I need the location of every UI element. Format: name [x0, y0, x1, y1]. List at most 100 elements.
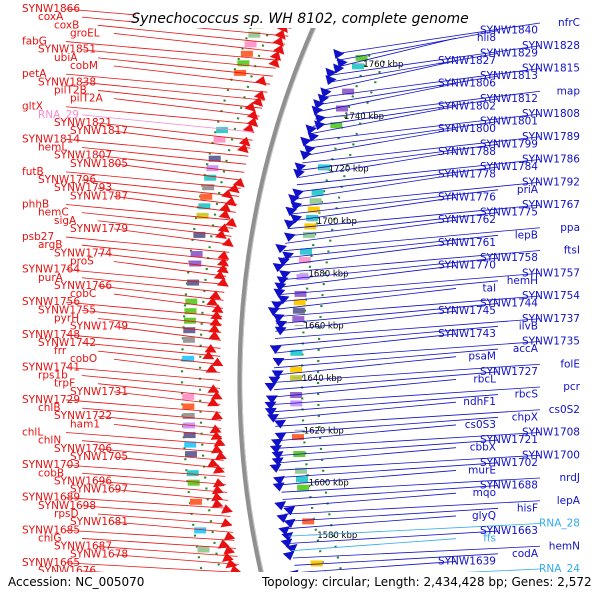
- label-leader-line: [113, 521, 234, 533]
- gene-label: SYNW1688: [480, 480, 538, 492]
- gene-label: ndhF1: [463, 396, 496, 408]
- gene-label: SYNW1702: [480, 457, 538, 469]
- forward-gene-arrow: [206, 296, 219, 306]
- accession-text: Accession: NC_005070: [8, 575, 144, 589]
- label-leader-line: [65, 138, 249, 157]
- category-tile: [292, 316, 305, 323]
- label-leader-line: [275, 409, 541, 427]
- gene-label: trpF: [54, 378, 75, 390]
- label-leader-line: [281, 477, 541, 493]
- category-tile: [198, 203, 211, 210]
- label-leader-line: [81, 179, 240, 197]
- label-leader-line: [113, 358, 221, 373]
- label-leader-line: [97, 448, 224, 461]
- label-leader-line: [300, 143, 499, 171]
- gene-label: SYNW1745: [438, 305, 496, 317]
- gene-label: hisF: [517, 502, 538, 514]
- label-leader-line: [65, 73, 268, 93]
- reverse-gene-arrow: [285, 206, 298, 217]
- forward-gene-arrow: [210, 444, 223, 454]
- gene-label: coxA: [38, 11, 64, 23]
- label-leader-line: [285, 219, 457, 244]
- label-leader-line: [97, 513, 232, 525]
- forward-gene-arrow: [220, 518, 233, 528]
- category-tile: [336, 105, 348, 112]
- forward-gene-arrow: [214, 450, 227, 460]
- label-leader-line: [275, 310, 457, 332]
- scale-label: 1760 kbp: [363, 60, 403, 70]
- gene-label: SYNW1737: [522, 313, 580, 325]
- label-leader-line: [315, 90, 541, 120]
- reverse-gene-arrow: [333, 48, 345, 59]
- gene-label: hemC: [38, 207, 69, 219]
- forward-gene-arrow: [272, 36, 284, 47]
- gene-label: SYNW1727: [480, 366, 538, 378]
- category-tile: [204, 174, 217, 181]
- label-leader-line: [113, 130, 251, 149]
- label-leader-line: [274, 348, 499, 369]
- category-tile: [206, 165, 219, 172]
- gene-label: cobO: [70, 353, 97, 365]
- reverse-gene-arrow: [272, 262, 285, 273]
- forward-gene-arrow: [210, 390, 223, 400]
- gene-label: cobC: [70, 288, 96, 300]
- gene-label: SYNW1735: [522, 336, 580, 348]
- label-leader-line: [282, 234, 499, 259]
- forward-gene-arrow: [218, 539, 230, 549]
- scale-label: 1600 kbp: [309, 479, 349, 489]
- category-tile: [302, 231, 315, 238]
- label-leader-line: [274, 333, 457, 354]
- gene-label: SYNW1838: [38, 76, 96, 88]
- forward-gene-arrow: [216, 264, 229, 274]
- category-tile: [197, 546, 210, 553]
- forward-gene-arrow: [211, 498, 224, 509]
- label-leader-line: [275, 416, 499, 434]
- label-leader-line: [288, 197, 457, 222]
- reverse-gene-arrow: [276, 513, 289, 523]
- gene-label: SYNW1678: [70, 549, 128, 561]
- forward-gene-arrow: [242, 123, 255, 134]
- label-leader-line: [276, 295, 541, 317]
- category-tile: [183, 317, 196, 324]
- gene-label: purA: [38, 272, 64, 284]
- label-leader-line: [291, 538, 457, 552]
- label-leader-line: [279, 257, 499, 281]
- label-leader-line: [81, 114, 255, 133]
- reverse-gene-arrow: [292, 188, 304, 198]
- gene-label: SYNW1802: [438, 100, 496, 112]
- forward-gene-arrow: [217, 250, 230, 260]
- label-leader-line: [97, 24, 286, 45]
- category-tile: [240, 50, 253, 57]
- gene-label: SYNW1767: [522, 199, 580, 211]
- category-tile: [190, 498, 202, 505]
- reverse-gene-arrow: [307, 132, 320, 142]
- reverse-gene-arrow: [271, 301, 284, 311]
- gene-label: SYNW1799: [480, 138, 538, 150]
- category-tile: [194, 527, 207, 534]
- reverse-gene-arrow: [278, 526, 291, 536]
- category-tile: [290, 400, 303, 407]
- label-leader-line: [65, 464, 226, 477]
- gene-label: hemN: [549, 540, 580, 552]
- forward-gene-arrow: [221, 552, 234, 563]
- scale-label: 1740 kbp: [344, 112, 384, 122]
- category-tile: [185, 451, 197, 458]
- category-tile: [202, 184, 215, 191]
- forward-gene-arrow: [218, 209, 231, 220]
- reverse-gene-arrow: [294, 162, 307, 172]
- scale-label: 1660 kbp: [304, 322, 344, 332]
- label-leader-line: [65, 366, 221, 381]
- label-leader-line: [328, 52, 499, 83]
- forward-gene-arrow: [221, 504, 233, 514]
- gene-label: chlG: [38, 532, 61, 544]
- forward-gene-arrow: [221, 237, 234, 247]
- label-leader-line: [333, 37, 457, 69]
- label-leader-line: [81, 505, 231, 517]
- gene-label: SYNW1700: [522, 449, 580, 461]
- label-leader-line: [330, 45, 541, 76]
- scale-label: 1580 kbp: [317, 531, 357, 541]
- label-leader-line: [81, 440, 223, 453]
- label-leader-line: [81, 277, 225, 293]
- gene-label: SYNW1775: [480, 207, 538, 219]
